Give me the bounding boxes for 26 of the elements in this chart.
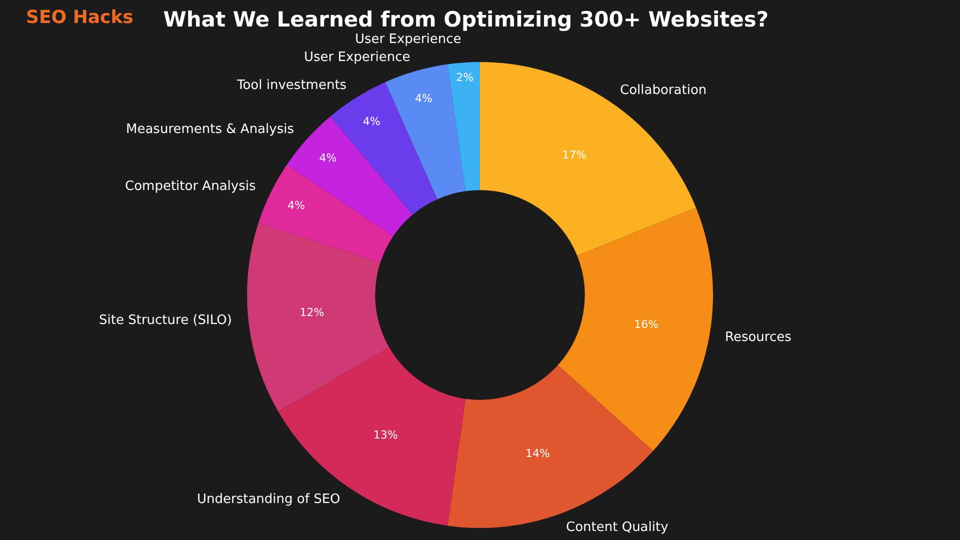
data-label: 16% <box>634 318 659 331</box>
data-label: 12% <box>300 306 324 320</box>
data-label: 4% <box>287 198 305 212</box>
slice-label: Site Structure (SILO) <box>99 313 232 328</box>
slice-label: Measurements & Analysis <box>126 122 294 137</box>
donut-slice <box>558 208 713 451</box>
slice-label: Collaboration <box>620 83 707 98</box>
data-label: 13% <box>373 428 398 442</box>
slice-label: Understanding of SEO <box>197 492 340 507</box>
data-label: 4% <box>414 92 432 105</box>
chart-title: What We Learned from Optimizing 300+ Websites? <box>163 7 769 32</box>
slice-label: Tool investments <box>236 78 347 93</box>
slice-label: Resources <box>725 330 792 345</box>
donut-slice <box>448 62 480 192</box>
donut-slice <box>247 223 390 412</box>
donut-slice <box>258 164 394 263</box>
slice-label: User Experience <box>355 32 462 47</box>
data-label: 17% <box>562 148 587 162</box>
slice-label: User Experience <box>304 50 410 65</box>
data-label: 14% <box>526 447 550 460</box>
slice-label: Competitor Analysis <box>125 179 256 194</box>
data-label: 4% <box>362 115 380 128</box>
slice-label: Content Quality <box>566 520 669 535</box>
data-label: 4% <box>319 152 337 165</box>
chart-subtitle: SEO Hacks <box>26 7 134 28</box>
data-label: 2% <box>456 71 474 84</box>
